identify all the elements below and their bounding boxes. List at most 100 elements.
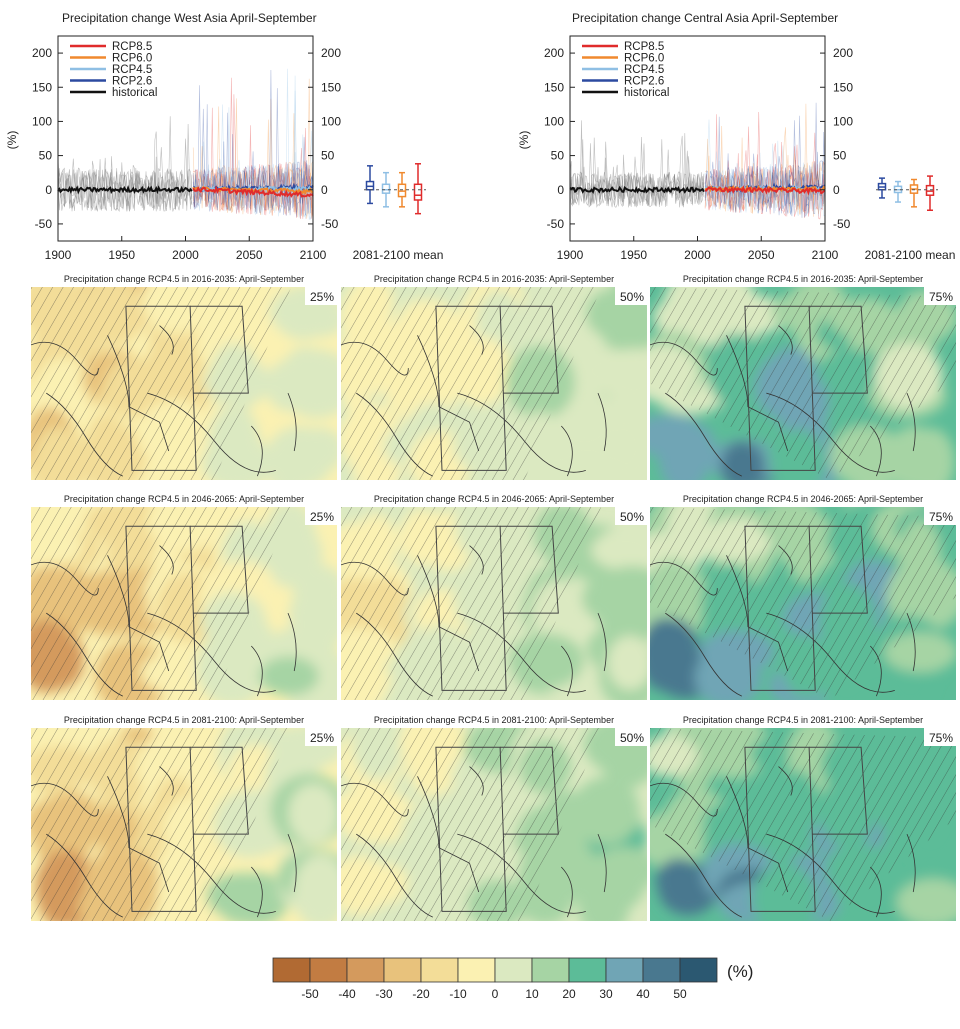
map-title: Precipitation change RCP4.5 in 2016-2035…	[683, 274, 923, 284]
timeseries-panel-central-asia: Precipitation change Central Asia April-…	[517, 11, 955, 262]
map-field	[341, 507, 647, 700]
colorbar-segment	[309, 957, 348, 983]
map-panel: Precipitation change RCP4.5 in 2081-2100…	[650, 715, 956, 921]
colorbar-tick-label: 20	[562, 987, 576, 1001]
ensemble-member-line	[704, 161, 826, 217]
colorbar-tick-label: -40	[338, 987, 356, 1001]
y-tick-label-right: 0	[833, 183, 840, 197]
percentile-label-bg	[924, 507, 956, 525]
y-tick-label-right: 200	[833, 46, 853, 60]
x-tick-label: 2050	[748, 248, 775, 262]
map-hatching	[31, 728, 292, 921]
coastline-red-sea	[665, 833, 742, 918]
map-title: Precipitation change RCP4.5 in 2081-2100…	[683, 715, 923, 725]
coastline-gulf	[457, 325, 586, 473]
ts-title-central-asia: Precipitation change Central Asia April-…	[572, 11, 838, 25]
central-asia-region-box	[500, 746, 559, 835]
legend-label: RCP6.0	[624, 53, 664, 65]
colorbar-segment	[346, 957, 385, 983]
percentile-label-bg	[615, 507, 647, 525]
box-iqr	[381, 183, 391, 194]
y-tick-label-right: 150	[321, 80, 341, 94]
map-field	[650, 287, 956, 480]
box-label: 2081-2100 mean	[865, 248, 956, 262]
coastline-caspian	[726, 555, 789, 672]
map-cell	[656, 858, 704, 903]
y-tick-label-left: 200	[32, 46, 52, 60]
west-asia-region-box	[435, 305, 507, 471]
percentile-label-bg	[924, 287, 956, 305]
map-cell	[258, 656, 319, 696]
map-cell	[267, 429, 313, 480]
historical-ensemble	[57, 116, 193, 213]
coastline-red-sea	[356, 612, 433, 697]
y-tick-label-left: 100	[544, 114, 564, 128]
map-cell	[909, 428, 955, 480]
colorbar-tick-label: -30	[375, 987, 393, 1001]
coastline-caspian	[417, 335, 480, 452]
coastline-red-sea	[46, 833, 123, 918]
map-panels: Precipitation change RCP4.5 in 2016-2035…	[31, 274, 956, 921]
map-field	[31, 728, 337, 921]
coastline-caspian	[107, 776, 170, 893]
map-cell	[603, 414, 647, 480]
ensemble-member-line	[704, 119, 826, 217]
timeseries-panel-west-asia: Precipitation change West Asia April-Sep…	[5, 11, 443, 262]
percentile-label: 75%	[929, 510, 953, 524]
percentile-label-bg	[615, 728, 647, 746]
colorbar-tick-label: -20	[412, 987, 430, 1001]
ensemble-member-line	[192, 78, 314, 214]
legend-label: RCP2.6	[624, 76, 664, 88]
colorbar-tick-label: 50	[673, 987, 687, 1001]
coastline-red-sea	[665, 612, 742, 697]
colorbar-segment	[457, 957, 496, 983]
map-panel: Precipitation change RCP4.5 in 2046-2065…	[341, 494, 647, 700]
ensemble-member-line	[192, 88, 314, 216]
legend-label: RCP8.5	[624, 41, 664, 53]
map-cell	[896, 878, 956, 921]
percentile-label: 50%	[620, 731, 644, 745]
west-asia-region-box	[435, 746, 507, 912]
map-cell	[595, 579, 647, 643]
map-title: Precipitation change RCP4.5 in 2016-2035…	[374, 274, 614, 284]
ensemble-member-line	[192, 106, 314, 218]
historical-member-line	[57, 116, 193, 212]
coastline-red-sea	[46, 612, 123, 697]
coastline-red-sea	[356, 392, 433, 477]
ts-plot-central-asia: 200 200 150 150 100 100 50 50 0 0 -50 -50 1900 1950 20…	[517, 35, 956, 262]
y-tick-label-left: 150	[32, 80, 52, 94]
mean-line-historical	[57, 185, 193, 195]
mean-line-rcp85	[192, 185, 314, 198]
ensemble-member-line	[704, 114, 826, 219]
colorbar-segment	[494, 957, 533, 983]
percentile-label: 50%	[620, 510, 644, 524]
percentile-label: 25%	[310, 731, 334, 745]
central-asia-region-box	[500, 525, 559, 614]
historical-member-line	[569, 133, 705, 208]
colorbar: -50 -40 -30 -20 -10 0 10 20 30 40 50 (%)	[272, 957, 753, 1001]
west-asia-region-box	[125, 305, 197, 471]
ensemble-member-line	[192, 94, 314, 219]
central-asia-region-box	[190, 525, 249, 614]
y-tick-label-right: -50	[833, 217, 851, 231]
legend-label: RCP6.0	[112, 53, 152, 65]
coastline-caspian	[107, 555, 170, 672]
colorbar-segment	[568, 957, 607, 983]
legend-label: historical	[624, 87, 669, 99]
y-tick-label-left: 0	[45, 183, 52, 197]
coastline-red-sea	[46, 392, 123, 477]
y-tick-label-right: 50	[321, 149, 335, 163]
y-tick-label-right: -50	[321, 217, 339, 231]
map-panel: Precipitation change RCP4.5 in 2016-2035…	[341, 274, 647, 480]
coastline-black-sea	[650, 561, 718, 596]
y-tick-label-right: 100	[321, 114, 341, 128]
west-asia-region-box	[435, 525, 507, 691]
map-panel: Precipitation change RCP4.5 in 2046-2065…	[31, 494, 337, 700]
coastline-red-sea	[665, 392, 742, 477]
ensemble-member-line	[704, 103, 826, 215]
coastline-india	[870, 392, 916, 477]
map-cell	[883, 632, 956, 673]
x-tick-label: 2050	[236, 248, 263, 262]
map-cell	[577, 870, 630, 921]
